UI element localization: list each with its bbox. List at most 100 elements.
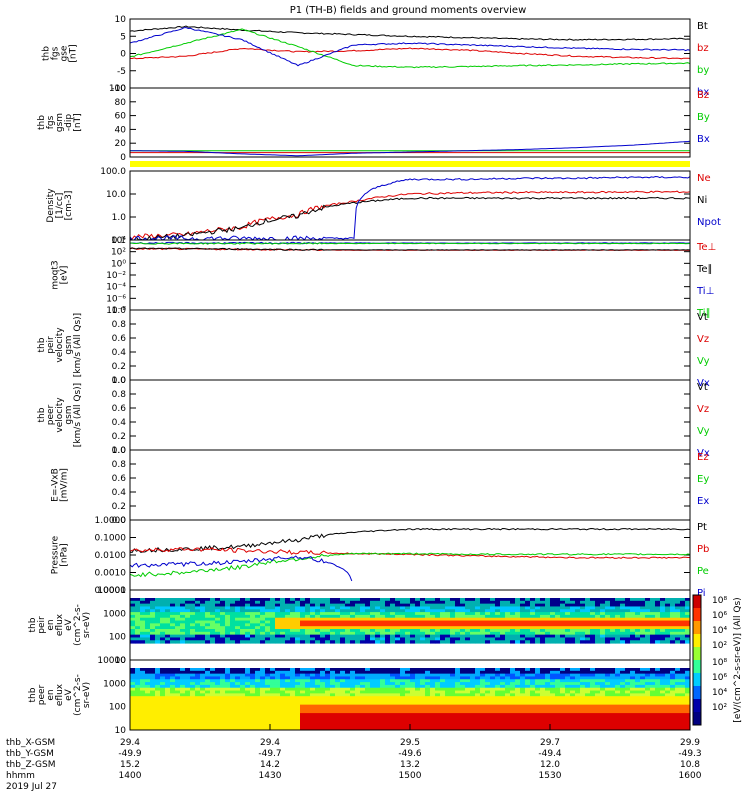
spectrogram-cell bbox=[530, 617, 536, 622]
spectrogram-cell bbox=[475, 620, 481, 624]
spectrogram-cell bbox=[560, 710, 566, 714]
spectrogram-cell bbox=[465, 699, 471, 703]
spectrogram-cell bbox=[470, 617, 476, 622]
spectrogram-cell bbox=[175, 704, 181, 708]
spectrogram-cell bbox=[555, 707, 561, 711]
spectrogram-cell bbox=[445, 682, 451, 686]
spectrogram-cell bbox=[230, 710, 236, 714]
spectrogram-cell bbox=[395, 707, 401, 711]
spectrogram-cell bbox=[475, 634, 481, 638]
spectrogram-cell bbox=[380, 606, 386, 610]
spectrogram-cell bbox=[235, 626, 241, 630]
spectrogram-cell bbox=[560, 623, 566, 627]
spectrogram-cell bbox=[290, 620, 296, 624]
spectrogram-cell bbox=[580, 715, 586, 720]
spectrogram-cell bbox=[315, 609, 321, 613]
spectrogram-cell bbox=[195, 609, 201, 613]
spectrogram-cell bbox=[485, 609, 491, 613]
spectrogram-cell bbox=[640, 713, 646, 717]
spectrogram-cell bbox=[635, 600, 641, 605]
spectrogram-cell bbox=[190, 668, 196, 672]
spectrogram-cell bbox=[395, 629, 401, 633]
spectrogram-cell bbox=[325, 634, 331, 638]
spectrogram-cell bbox=[285, 707, 291, 711]
spectrogram-cell bbox=[440, 724, 446, 728]
spectrogram-cell bbox=[385, 696, 391, 700]
spectrogram-cell bbox=[315, 614, 321, 619]
spectrogram-cell bbox=[360, 684, 366, 689]
colorbar-segment bbox=[693, 660, 701, 674]
spectrogram-cell bbox=[685, 687, 691, 692]
spectrogram-cell bbox=[320, 612, 326, 616]
spectrogram-cell bbox=[405, 609, 411, 613]
spectrogram-cell bbox=[195, 614, 201, 619]
spectrogram-cell bbox=[275, 668, 281, 672]
panel-temperature: moqt3 [eV]10⁴10²10⁰10⁻²10⁻⁴10⁻⁶10⁻⁸Te⊥Te∥… bbox=[51, 236, 717, 319]
spectrogram-cell bbox=[675, 634, 681, 638]
spectrogram-cell bbox=[275, 617, 281, 622]
spectrogram-cell bbox=[335, 629, 341, 633]
spectrogram-cell bbox=[245, 699, 251, 703]
spectrogram-cell bbox=[225, 640, 231, 644]
spectrogram-cell bbox=[655, 682, 661, 686]
spectrogram-cell bbox=[525, 603, 531, 607]
spectrogram-cell bbox=[675, 679, 681, 683]
spectrogram-cell bbox=[645, 600, 651, 605]
spectrogram-cell bbox=[145, 612, 151, 616]
spectrogram-cell bbox=[320, 713, 326, 717]
spectrogram-cell bbox=[245, 609, 251, 613]
spectrogram-cell bbox=[655, 696, 661, 700]
spectrogram-cell bbox=[410, 598, 416, 602]
spectrogram-cell bbox=[155, 637, 161, 641]
spectrogram-cell bbox=[515, 606, 521, 610]
spectrogram-cell bbox=[190, 713, 196, 717]
spectrogram-cell bbox=[205, 679, 211, 683]
spectrogram-cell bbox=[595, 696, 601, 700]
spectrogram-cell bbox=[560, 620, 566, 624]
ytick-label: -10 bbox=[111, 84, 126, 94]
spectrogram-cell bbox=[330, 626, 336, 630]
spectrogram-cell bbox=[315, 631, 321, 636]
spectrogram-cell bbox=[200, 600, 206, 605]
spectrogram-cell bbox=[520, 682, 526, 686]
legend-Npot: Npot bbox=[697, 217, 721, 228]
spectrogram-cell bbox=[155, 699, 161, 703]
spectrogram-cell bbox=[535, 603, 541, 607]
spectrogram-cell bbox=[365, 623, 371, 627]
spectrogram-cell bbox=[435, 668, 441, 672]
spectrogram-cell bbox=[325, 699, 331, 703]
spectrogram-cell bbox=[685, 617, 691, 622]
spectrogram-cell bbox=[520, 701, 526, 706]
spectrogram-cell bbox=[480, 687, 486, 692]
spectrogram-cell bbox=[595, 620, 601, 624]
spectrogram-cell bbox=[465, 603, 471, 607]
spectrogram-cell bbox=[255, 637, 261, 641]
spectrogram-cell bbox=[650, 710, 656, 714]
spectrogram-cell bbox=[645, 620, 651, 624]
spectrogram-cell bbox=[485, 707, 491, 711]
spectrogram-cell bbox=[400, 687, 406, 692]
spectrogram-cell bbox=[440, 623, 446, 627]
spectrogram-cell bbox=[645, 718, 651, 723]
spectrogram-cell bbox=[515, 634, 521, 638]
spectrogram-cell bbox=[565, 634, 571, 638]
spectrogram-cell bbox=[315, 707, 321, 711]
spectrogram-cell bbox=[595, 668, 601, 672]
spectrogram-cell bbox=[665, 713, 671, 717]
spectrogram-cell bbox=[640, 609, 646, 613]
spectrogram-cell bbox=[415, 614, 421, 619]
spectrogram-cell bbox=[435, 684, 441, 689]
spectrogram-cell bbox=[320, 668, 326, 672]
spectrogram-cell bbox=[180, 724, 186, 728]
spectrogram-cell bbox=[420, 701, 426, 706]
spectrogram-cell bbox=[600, 693, 606, 697]
title-text: P1 (TH-B) fields and ground moments over… bbox=[290, 5, 527, 16]
spectrogram-cell bbox=[560, 704, 566, 708]
spectrogram-cell bbox=[545, 634, 551, 638]
spectrogram-cell bbox=[475, 707, 481, 711]
spectrogram-cell bbox=[590, 699, 596, 703]
spectrogram-cell bbox=[615, 699, 621, 703]
spectrogram-cell bbox=[645, 715, 651, 720]
spectrogram-cell bbox=[660, 727, 666, 731]
spectrogram-cell bbox=[175, 626, 181, 630]
